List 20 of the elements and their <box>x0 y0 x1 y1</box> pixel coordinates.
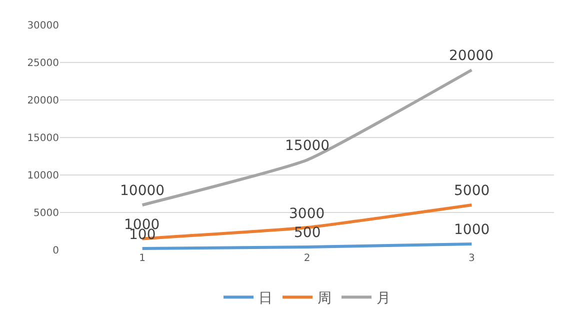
legend-label: 月 <box>376 290 390 307</box>
annotation: 15000 <box>285 138 330 154</box>
x-tick-label: 1 <box>139 253 146 264</box>
y-tick-label: 20000 <box>27 96 59 106</box>
y-tick-label: 0 <box>52 246 59 256</box>
x-tick-label: 2 <box>304 253 310 264</box>
y-tick-label: 25000 <box>27 58 59 69</box>
annotation: 10000 <box>120 183 165 199</box>
legend-label: 日 <box>258 290 272 307</box>
annotation: 3000 <box>289 206 325 222</box>
legend-label: 周 <box>318 290 332 307</box>
annotation: 5000 <box>454 183 490 199</box>
x-tick-label: 3 <box>468 253 475 264</box>
y-tick-label: 30000 <box>27 20 59 32</box>
annotation: 20000 <box>449 48 494 64</box>
y-tick-label: 15000 <box>27 133 59 144</box>
annotation: 500 <box>294 225 321 241</box>
y-tick-label: 5000 <box>34 208 59 219</box>
annotation: 1000 <box>454 222 490 238</box>
y-tick-label: 10000 <box>27 170 59 182</box>
